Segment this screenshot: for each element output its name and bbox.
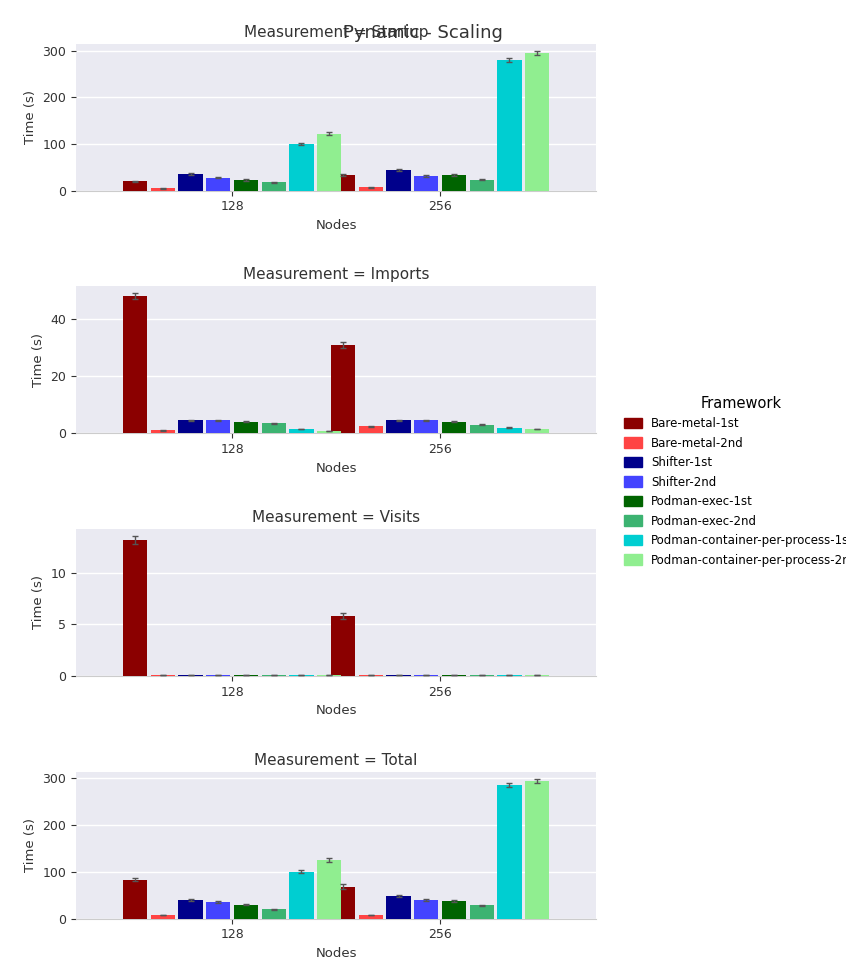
Bar [414, 176, 438, 191]
Bar [497, 428, 522, 434]
Bar [179, 421, 203, 434]
Y-axis label: Time (s): Time (s) [32, 332, 45, 387]
Bar [317, 134, 342, 191]
Bar [123, 880, 147, 919]
Text: Pynamic - Scaling: Pynamic - Scaling [343, 24, 503, 43]
Title: Measurement = Visits: Measurement = Visits [252, 510, 420, 525]
Bar [123, 182, 147, 191]
Bar [233, 422, 258, 434]
Y-axis label: Time (s): Time (s) [24, 818, 37, 872]
Bar [206, 178, 230, 191]
Bar [497, 60, 522, 191]
X-axis label: Nodes: Nodes [316, 462, 357, 474]
Bar [470, 425, 494, 434]
Y-axis label: Time (s): Time (s) [32, 575, 45, 630]
Bar [179, 900, 203, 919]
Bar [206, 902, 230, 919]
Bar [261, 909, 286, 919]
Bar [317, 860, 342, 919]
Bar [233, 180, 258, 191]
Bar [331, 886, 355, 919]
Bar [359, 915, 383, 919]
Title: Measurement = Startup: Measurement = Startup [244, 25, 428, 40]
Bar [289, 144, 314, 191]
Bar [387, 421, 410, 434]
Bar [206, 421, 230, 434]
Bar [442, 901, 466, 919]
Bar [151, 189, 175, 191]
X-axis label: Nodes: Nodes [316, 947, 357, 959]
Bar [261, 183, 286, 191]
Bar [289, 872, 314, 919]
Y-axis label: Time (s): Time (s) [24, 90, 37, 144]
Bar [331, 175, 355, 191]
Bar [442, 175, 466, 191]
Bar [331, 616, 355, 676]
Bar [261, 424, 286, 434]
Bar [414, 900, 438, 919]
Title: Measurement = Total: Measurement = Total [255, 752, 418, 768]
Bar [387, 170, 410, 191]
Bar [317, 431, 342, 434]
Bar [387, 896, 410, 919]
Bar [525, 52, 549, 191]
X-axis label: Nodes: Nodes [316, 219, 357, 232]
Bar [151, 431, 175, 434]
Bar [151, 915, 175, 919]
X-axis label: Nodes: Nodes [316, 705, 357, 717]
Title: Measurement = Imports: Measurement = Imports [243, 267, 430, 283]
Legend: Bare-metal-1st, Bare-metal-2nd, Shifter-1st, Shifter-2nd, Podman-exec-1st, Podma: Bare-metal-1st, Bare-metal-2nd, Shifter-… [621, 392, 846, 571]
Bar [289, 429, 314, 434]
Bar [123, 540, 147, 676]
Bar [525, 429, 549, 434]
Bar [470, 906, 494, 919]
Bar [233, 905, 258, 919]
Bar [331, 345, 355, 434]
Bar [497, 785, 522, 919]
Bar [525, 781, 549, 919]
Bar [359, 188, 383, 191]
Bar [470, 180, 494, 191]
Bar [359, 426, 383, 434]
Bar [442, 422, 466, 434]
Bar [414, 421, 438, 434]
Bar [179, 174, 203, 191]
Bar [123, 296, 147, 434]
